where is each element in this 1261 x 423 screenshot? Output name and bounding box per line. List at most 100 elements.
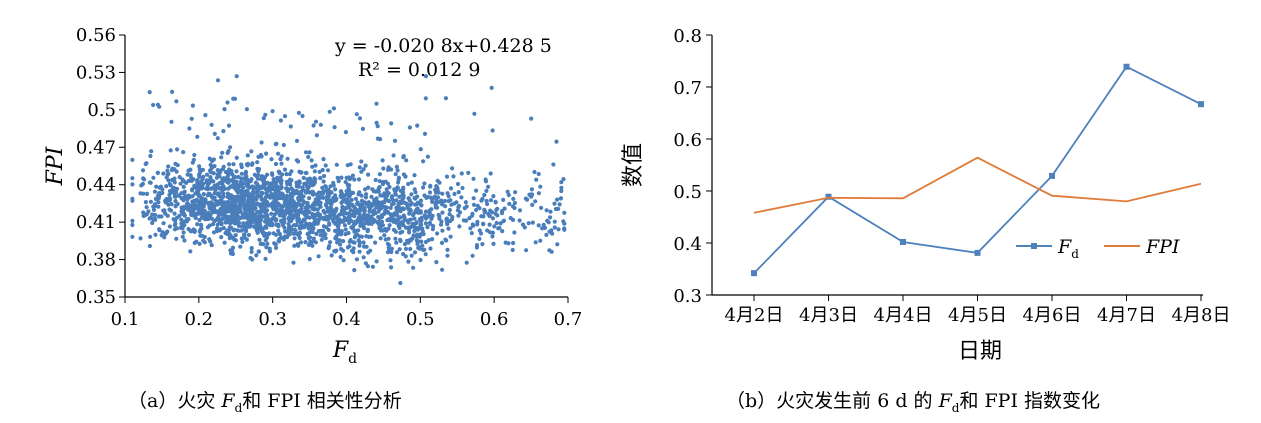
scatter-point bbox=[552, 201, 557, 206]
scatter-point bbox=[474, 188, 479, 193]
scatter-point bbox=[309, 204, 314, 210]
scatter-point bbox=[524, 248, 529, 253]
scatter-point bbox=[318, 200, 323, 205]
scatter-point bbox=[255, 160, 260, 165]
scatter-point bbox=[161, 171, 166, 176]
scatter-point bbox=[370, 264, 375, 269]
scatter-point bbox=[484, 198, 489, 204]
scatter-point bbox=[175, 147, 180, 152]
scatter-point bbox=[272, 212, 277, 217]
scatter-point bbox=[355, 200, 360, 205]
scatter-point bbox=[238, 244, 243, 249]
scatter-point bbox=[323, 184, 328, 189]
scatter-point bbox=[167, 181, 172, 187]
scatter-point bbox=[156, 204, 161, 209]
scatter-point bbox=[173, 198, 178, 204]
scatter-point bbox=[294, 180, 299, 185]
scatter-point bbox=[293, 223, 298, 228]
scatter-point bbox=[243, 210, 248, 215]
scatter-point bbox=[240, 202, 245, 207]
scatter-point bbox=[307, 150, 312, 155]
scatter-point bbox=[370, 187, 375, 192]
scatter-point bbox=[290, 197, 295, 202]
scatter-point bbox=[401, 251, 406, 257]
scatter-point bbox=[174, 99, 179, 104]
scatter-point bbox=[430, 237, 435, 242]
scatter-point bbox=[209, 186, 215, 191]
scatter-point bbox=[406, 220, 411, 225]
scatter-point bbox=[356, 238, 361, 243]
scatter-point bbox=[264, 151, 269, 156]
scatter-point bbox=[377, 225, 382, 230]
scatter-point bbox=[312, 169, 317, 174]
scatter-point bbox=[385, 181, 391, 186]
scatter-point bbox=[141, 210, 146, 215]
scatter-point bbox=[418, 147, 423, 152]
scatter-point bbox=[170, 166, 175, 171]
scatter-point bbox=[197, 170, 202, 175]
scatter-point bbox=[297, 231, 302, 236]
scatter-point bbox=[423, 74, 429, 79]
scatter-point bbox=[221, 216, 226, 221]
scatter-point bbox=[547, 229, 552, 234]
scatter-point bbox=[394, 198, 399, 203]
scatter-point bbox=[285, 234, 290, 240]
scatter-point bbox=[221, 129, 226, 134]
scatter-point bbox=[304, 190, 309, 195]
scatter-point bbox=[510, 240, 516, 246]
scatter-point bbox=[396, 201, 401, 206]
scatter-point bbox=[502, 206, 507, 211]
scatter-point bbox=[240, 239, 245, 244]
scatter-point bbox=[412, 216, 417, 221]
scatter-point bbox=[422, 131, 428, 136]
scatter-point bbox=[152, 189, 158, 194]
scatter-point bbox=[373, 177, 378, 183]
scatter-point bbox=[172, 227, 177, 232]
scatter-point bbox=[445, 247, 450, 252]
scatter-point bbox=[322, 173, 327, 179]
scatter-point bbox=[270, 221, 275, 226]
scatter-point bbox=[222, 240, 227, 245]
scatter-point bbox=[314, 231, 319, 236]
scatter-point bbox=[448, 198, 453, 203]
scatter-point bbox=[174, 169, 179, 174]
scatter-point bbox=[388, 218, 393, 223]
x-tick-label: 0.3 bbox=[258, 309, 287, 330]
scatter-point bbox=[156, 214, 162, 219]
scatter-point bbox=[253, 180, 258, 185]
scatter-point bbox=[475, 219, 480, 224]
scatter-point bbox=[321, 157, 326, 162]
scatter-point bbox=[180, 177, 185, 182]
scatter-point bbox=[207, 203, 212, 208]
scatter-point bbox=[153, 217, 158, 222]
scatter-point bbox=[380, 223, 385, 228]
scatter-point bbox=[402, 242, 407, 247]
scatter-point bbox=[260, 214, 265, 219]
scatter-point bbox=[300, 113, 305, 119]
scatter-point bbox=[228, 145, 233, 150]
scatter-point bbox=[282, 167, 288, 172]
scatter-point bbox=[472, 111, 477, 116]
scatter-point bbox=[350, 190, 356, 195]
scatter-point bbox=[234, 74, 239, 79]
scatter-point bbox=[403, 254, 408, 259]
scatter-point bbox=[377, 179, 382, 184]
scatter-point bbox=[344, 211, 349, 216]
scatter-point bbox=[366, 185, 371, 190]
y-tick-label: 0.44 bbox=[76, 175, 116, 196]
scatter-point bbox=[510, 217, 516, 222]
scatter-point bbox=[354, 257, 359, 262]
scatter-point bbox=[352, 268, 357, 273]
scatter-point bbox=[222, 107, 227, 112]
scatter-point bbox=[184, 201, 189, 206]
scatter-point bbox=[376, 219, 381, 225]
scatter-point bbox=[495, 206, 500, 211]
scatter-point bbox=[177, 175, 182, 180]
scatter-point bbox=[525, 197, 530, 202]
scatter-point bbox=[379, 219, 385, 224]
scatter-point bbox=[342, 223, 347, 228]
scatter-point bbox=[188, 167, 193, 172]
scatter-point bbox=[391, 227, 397, 232]
scatter-point bbox=[349, 218, 354, 223]
scatter-point bbox=[401, 223, 406, 228]
